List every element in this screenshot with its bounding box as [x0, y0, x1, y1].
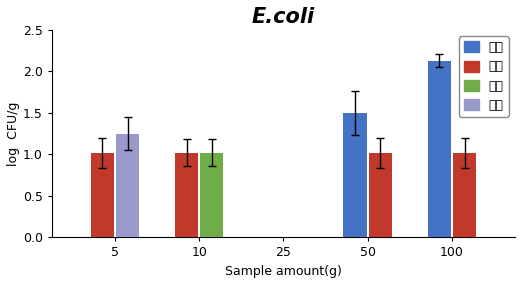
Bar	[453, 153, 476, 237]
Legend: 태백, 평샰, 괴산, 해남: 태백, 평샰, 괴산, 해남	[459, 36, 509, 117]
Bar	[428, 61, 451, 237]
Bar	[116, 134, 139, 237]
Bar	[343, 113, 366, 237]
Bar	[175, 153, 198, 237]
Bar	[91, 153, 114, 237]
Title: E.coli: E.coli	[252, 7, 315, 27]
X-axis label: Sample amount(g): Sample amount(g)	[225, 265, 342, 278]
Y-axis label: log  CFU/g: log CFU/g	[7, 101, 20, 166]
Bar	[200, 153, 223, 237]
Bar	[369, 153, 392, 237]
